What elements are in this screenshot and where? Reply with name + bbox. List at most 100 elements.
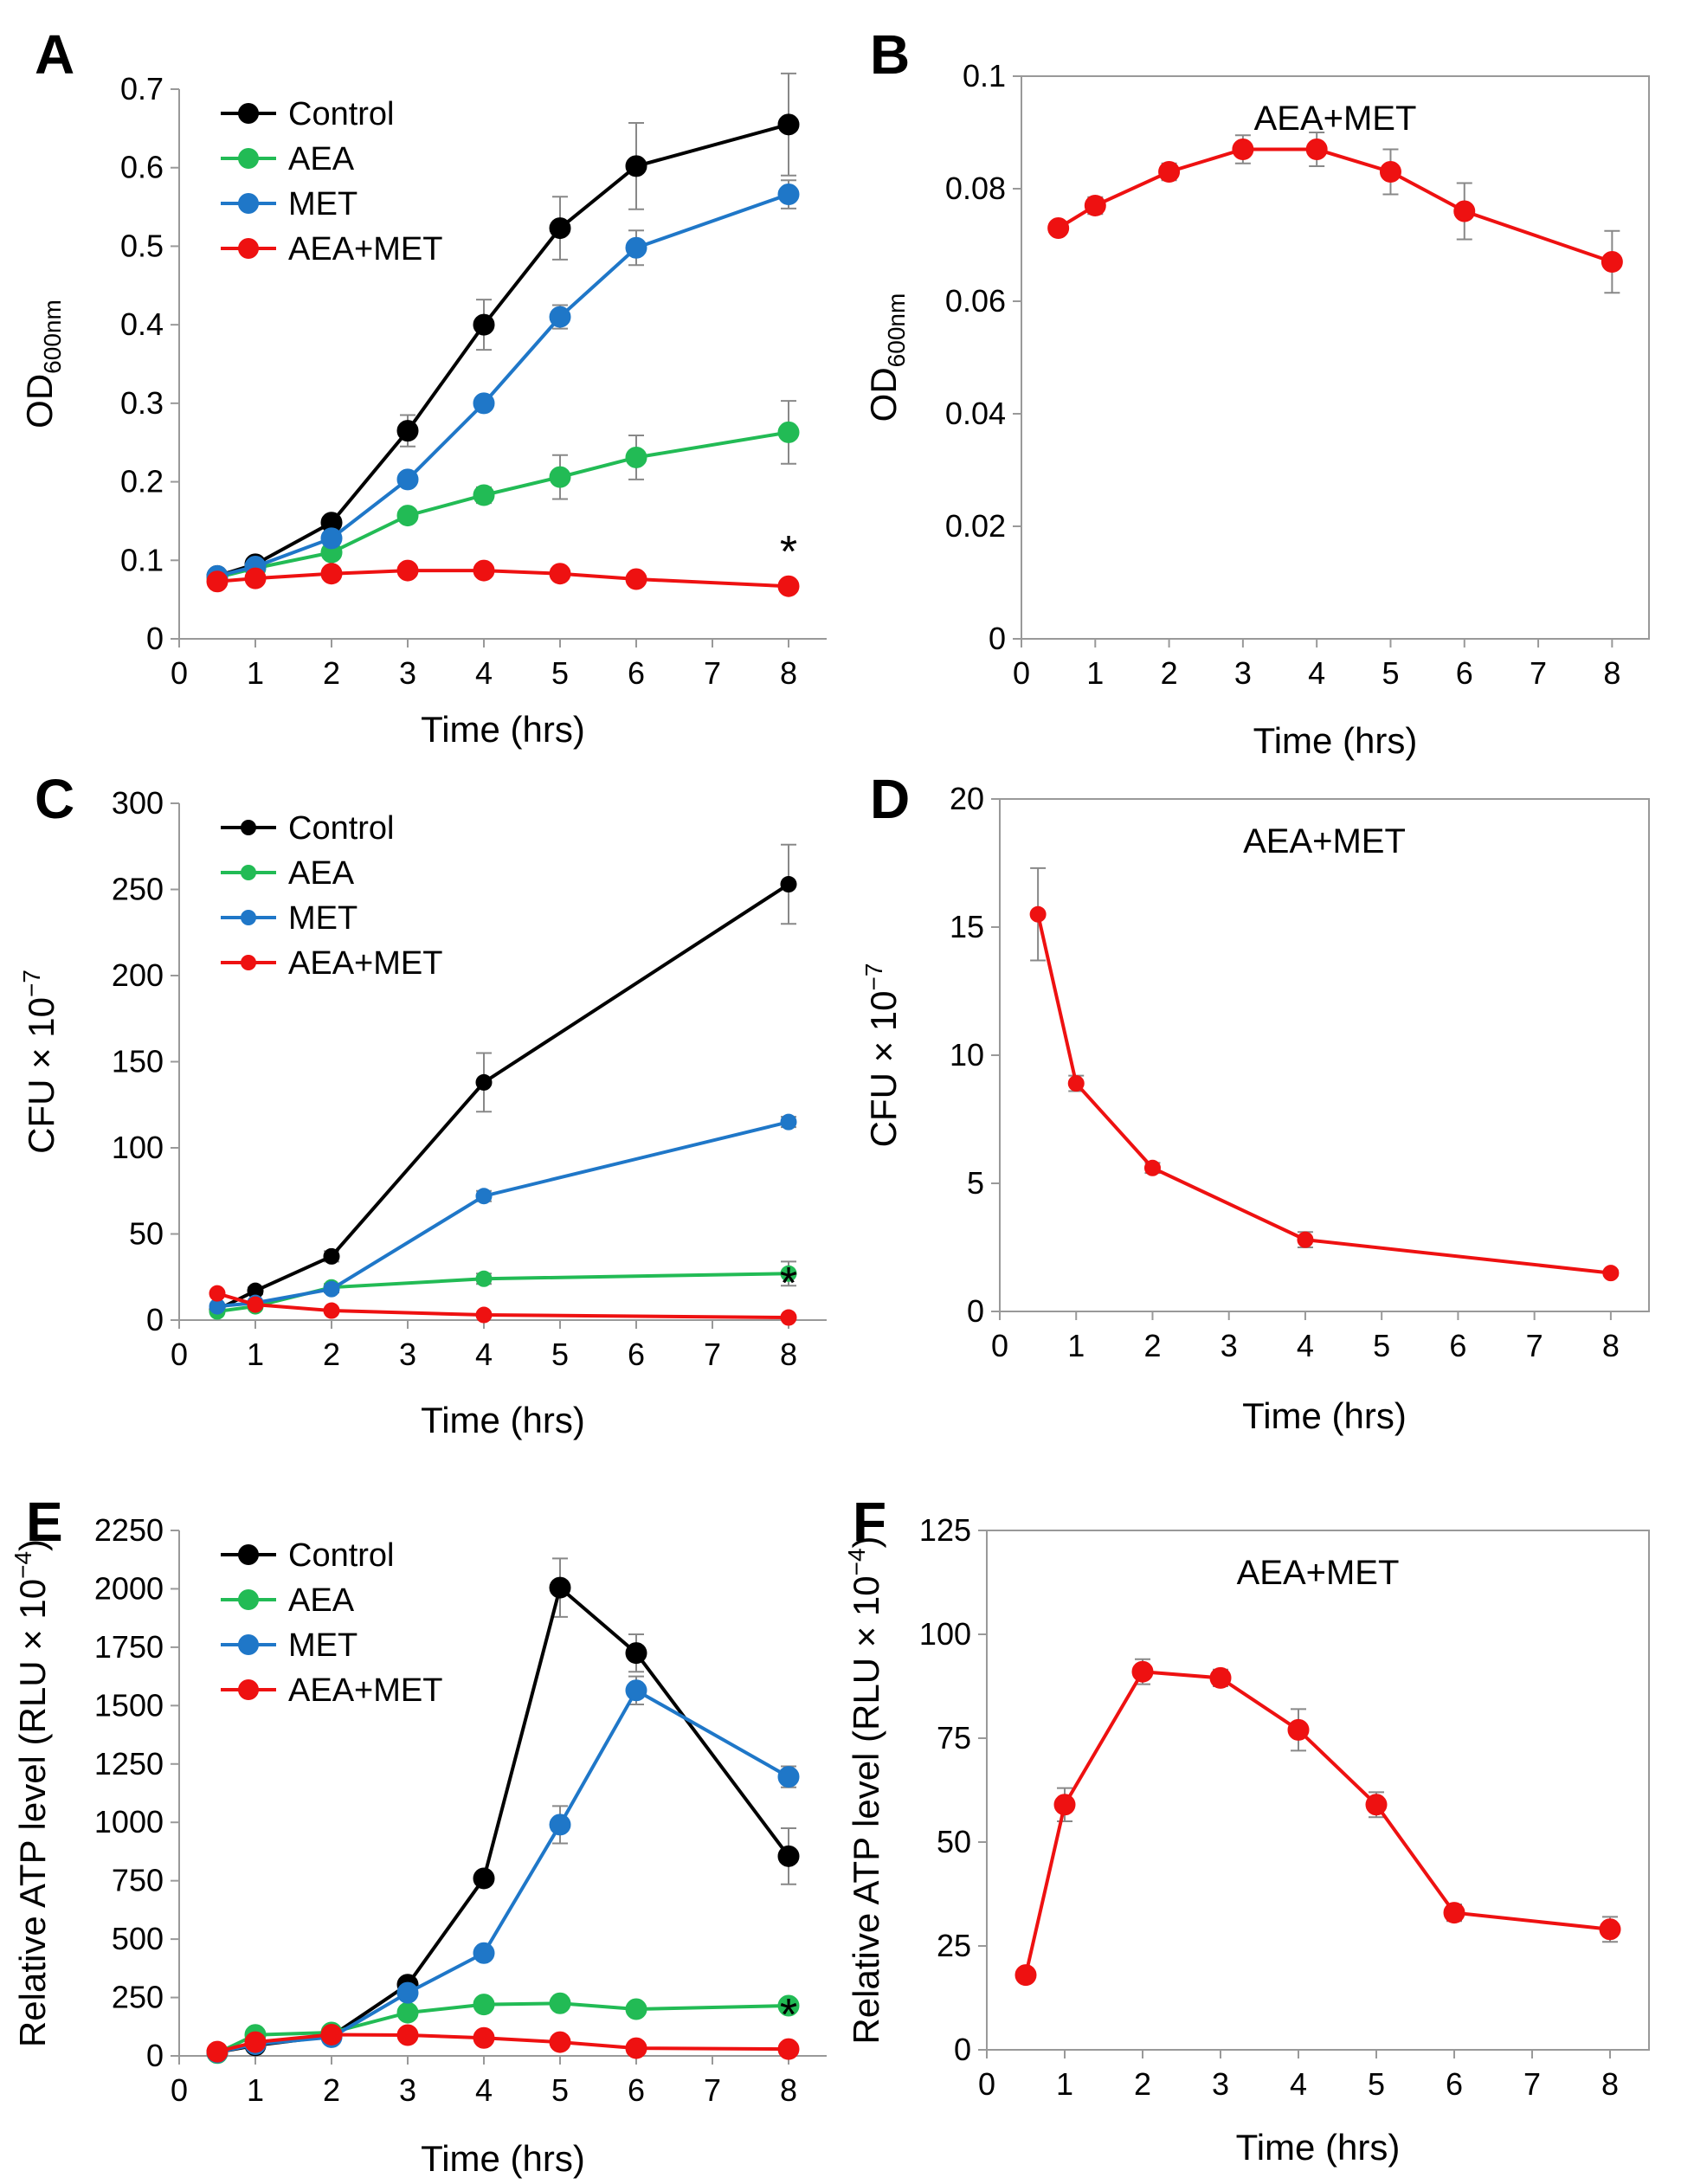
legend-marker <box>241 910 256 925</box>
series-aea-met <box>209 1285 797 1326</box>
y-tick-label: 0.2 <box>120 464 164 499</box>
data-point <box>475 1270 493 1287</box>
legend-entry: MET <box>221 186 357 222</box>
x-tick-label: 0 <box>1013 655 1030 691</box>
x-tick-label: 3 <box>1234 655 1252 691</box>
data-point <box>1131 1660 1154 1683</box>
data-point <box>1379 161 1401 183</box>
x-tick-label: 6 <box>628 1337 645 1372</box>
legend-label: AEA <box>288 1582 355 1619</box>
plot-frame <box>1021 75 1650 640</box>
data-point <box>777 184 800 206</box>
y-tick-label: 150 <box>112 1044 164 1079</box>
y-tick-label: 0.4 <box>120 306 164 342</box>
plot-frame <box>986 1530 1650 2051</box>
x-tick-label: 3 <box>399 2072 416 2108</box>
series-aea-met <box>1047 132 1623 294</box>
series-line <box>216 122 789 578</box>
x-tick-label: 2 <box>1161 655 1178 691</box>
data-point <box>549 563 571 585</box>
series-aea-met <box>1029 867 1620 1282</box>
legend-marker <box>238 148 259 169</box>
y-tick-label: 250 <box>112 1980 164 2015</box>
y-axis-label-sup: −7 <box>18 970 45 997</box>
data-point <box>396 505 419 527</box>
y-tick-label: 200 <box>112 957 164 993</box>
data-point <box>1305 139 1328 160</box>
x-tick-label: 5 <box>551 2072 569 2108</box>
legend-marker <box>241 820 256 835</box>
legend-label: AEA <box>288 141 355 177</box>
data-point <box>625 236 647 259</box>
data-point <box>625 1998 647 2020</box>
x-tick-label: 1 <box>247 655 264 691</box>
x-tick-label: 7 <box>1530 655 1547 691</box>
data-point <box>625 155 647 177</box>
panel-letter: B <box>870 23 910 86</box>
legend-entry: AEA+MET <box>221 231 442 267</box>
y-tick-label: 0.08 <box>945 171 1006 206</box>
y-tick-label: 300 <box>112 785 164 821</box>
y-tick-label: 0 <box>954 2032 971 2067</box>
data-point <box>206 570 229 593</box>
y-tick-label: 75 <box>937 1720 971 1756</box>
y-axis-label-end: ) <box>846 1536 886 1548</box>
data-point <box>777 113 800 136</box>
data-point <box>473 1867 495 1890</box>
y-tick-label: 100 <box>112 1130 164 1165</box>
data-point <box>396 559 419 582</box>
y-tick-label: 15 <box>950 909 984 944</box>
series-line <box>1024 1670 1611 1976</box>
x-tick-label: 5 <box>1368 2066 1385 2102</box>
data-point <box>244 2031 267 2053</box>
series-aea-met <box>1014 1658 1621 1987</box>
legend-marker <box>238 1634 259 1655</box>
legend-marker <box>238 1679 259 1700</box>
x-tick-label: 6 <box>1446 2066 1463 2102</box>
y-tick-label: 100 <box>919 1616 971 1652</box>
y-tick-label: 25 <box>937 1928 971 1963</box>
x-axis-label: Time (hrs) <box>421 709 585 750</box>
data-point <box>780 1113 797 1131</box>
y-tick-label: 0.04 <box>945 396 1006 431</box>
data-point <box>777 2038 800 2060</box>
legend-marker <box>238 193 259 214</box>
data-point <box>1297 1231 1314 1248</box>
legend-marker <box>238 103 259 124</box>
data-point <box>1209 1666 1232 1689</box>
x-tick-label: 3 <box>1221 1328 1238 1363</box>
data-point <box>323 1302 340 1319</box>
data-point <box>247 1296 264 1313</box>
data-point <box>780 876 797 893</box>
series-line <box>216 1292 789 1320</box>
x-tick-label: 0 <box>171 2072 188 2108</box>
data-point <box>1601 251 1623 273</box>
y-tick-label: 750 <box>112 1863 164 1898</box>
chart-title: AEA+MET <box>1254 100 1417 138</box>
data-point <box>1232 139 1254 160</box>
x-axis-label: Time (hrs) <box>421 2138 585 2179</box>
data-point <box>549 1576 571 1599</box>
chart-title: AEA+MET <box>1243 822 1406 860</box>
series-aea <box>206 400 800 589</box>
data-point <box>777 575 800 597</box>
y-axis-label: CFU × 10−7 <box>18 970 61 1154</box>
data-point <box>549 217 571 240</box>
x-tick-label: 6 <box>628 655 645 691</box>
data-point <box>1453 200 1476 222</box>
legend-marker <box>238 238 259 259</box>
y-axis-label-main: OD <box>19 374 60 428</box>
panel-d: D 0 5 10 15 20 0 1 2 3 4 5 6 7 8 Time (hrs) CFU × 10−7 AE… <box>860 768 1650 1436</box>
data-point <box>1287 1718 1310 1741</box>
x-tick-label: 4 <box>475 2072 493 2108</box>
data-point <box>475 1306 493 1324</box>
x-tick-label: 4 <box>475 1337 493 1372</box>
data-point <box>473 2026 495 2049</box>
data-point <box>396 420 419 442</box>
legend-entry: Control <box>221 810 395 847</box>
x-tick-label: 4 <box>1290 2066 1307 2102</box>
y-tick-label: 0 <box>967 1293 984 1329</box>
legend-label: MET <box>288 186 357 222</box>
data-point <box>396 2024 419 2046</box>
series-line <box>216 192 789 578</box>
